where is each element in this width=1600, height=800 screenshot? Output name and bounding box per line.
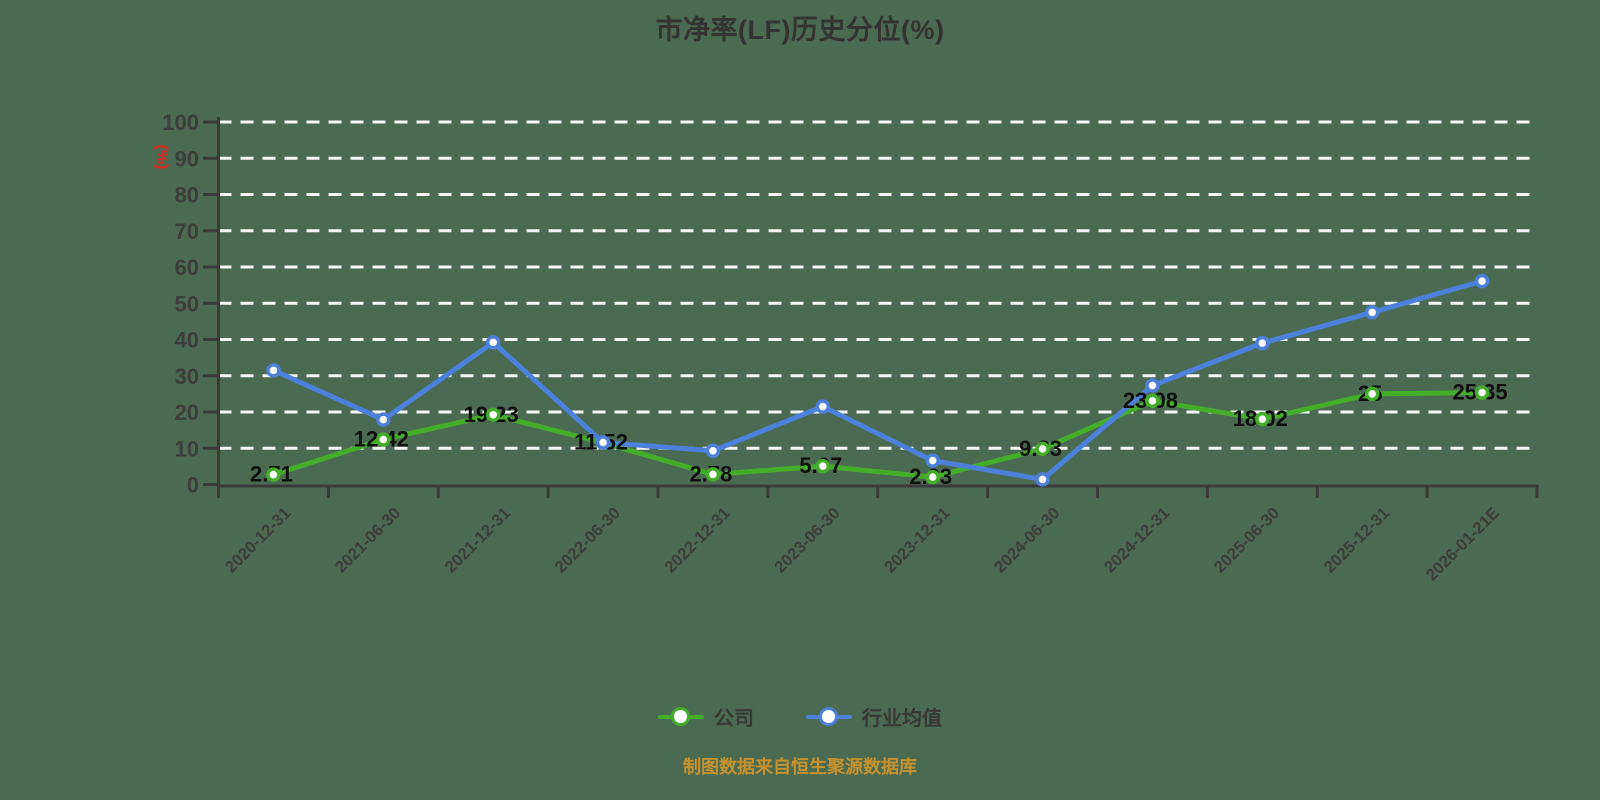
legend-item-industry[interactable]: 行业均值 [806, 702, 942, 731]
company-legend-marker-icon [658, 706, 704, 726]
y-tick-label: 60 [175, 255, 199, 280]
x-tick-label: 2020-12-31 [222, 504, 294, 576]
x-tick-label: 2022-06-30 [551, 504, 623, 576]
x-tick-label: 2021-12-31 [442, 504, 514, 576]
industry-data-point [1145, 378, 1160, 393]
x-tick-label: 2025-12-31 [1321, 504, 1393, 576]
industry-series-line [270, 278, 1485, 482]
x-tick-label: 2021-06-30 [332, 504, 404, 576]
legend: 公司 行业均值 [0, 702, 1600, 731]
x-tick-label: 2026-01-21E [1423, 504, 1503, 584]
company-data-point [1364, 386, 1380, 402]
industry-data-point [485, 335, 501, 350]
industry-legend-marker-icon [806, 706, 852, 726]
y-tick-label: 100 [162, 110, 199, 135]
company-series-line [270, 390, 1485, 480]
company-data-point [1474, 385, 1490, 400]
industry-data-point [595, 435, 611, 450]
company-data-point [485, 407, 501, 423]
y-tick-label: 20 [175, 400, 199, 425]
y-tick-label: 90 [175, 146, 199, 171]
industry-data-point [705, 443, 721, 459]
x-tick-label: 2025-06-30 [1211, 504, 1283, 576]
x-tick-label: 2024-12-31 [1101, 504, 1173, 576]
company-data-point [1145, 393, 1160, 409]
legend-label-company: 公司 [714, 708, 754, 730]
industry-data-point [266, 363, 281, 378]
industry-data-point [376, 412, 391, 427]
y-tick-label: 70 [175, 219, 199, 244]
legend-label-industry: 行业均值 [862, 708, 942, 730]
x-tick-label: 2022-12-31 [661, 504, 733, 576]
x-tick-label: 2023-06-30 [771, 504, 843, 576]
company-data-point [815, 458, 831, 474]
company-data-point [925, 469, 940, 485]
y-axis-unit-label: (%) [153, 145, 170, 170]
y-tick-label: 10 [175, 436, 199, 461]
company-data-point [705, 467, 721, 482]
x-tick-label: 2024-06-30 [991, 504, 1063, 576]
y-tick-label: 30 [175, 364, 199, 389]
x-tick-label: 2023-12-31 [881, 504, 953, 576]
chart-title: 市净率(LF)历史分位(%) [655, 15, 945, 45]
company-data-point [1035, 441, 1050, 457]
company-data-point [266, 467, 281, 482]
industry-data-point [1255, 335, 1270, 351]
industry-data-point [1474, 273, 1490, 289]
y-tick-label: 80 [175, 183, 199, 208]
y-tick-label: 40 [175, 328, 199, 353]
company-data-point [1255, 411, 1270, 427]
company-data-point [376, 432, 391, 447]
industry-data-point [925, 453, 940, 468]
y-tick-label: 50 [175, 291, 199, 316]
industry-data-point [1364, 305, 1380, 320]
industry-data-point [815, 399, 831, 414]
industry-data-point [1035, 472, 1050, 487]
y-tick-label: 0 [187, 473, 199, 498]
data-source-note: 制图数据来自恒生聚源数据库 [683, 757, 917, 777]
legend-item-company[interactable]: 公司 [658, 702, 754, 731]
